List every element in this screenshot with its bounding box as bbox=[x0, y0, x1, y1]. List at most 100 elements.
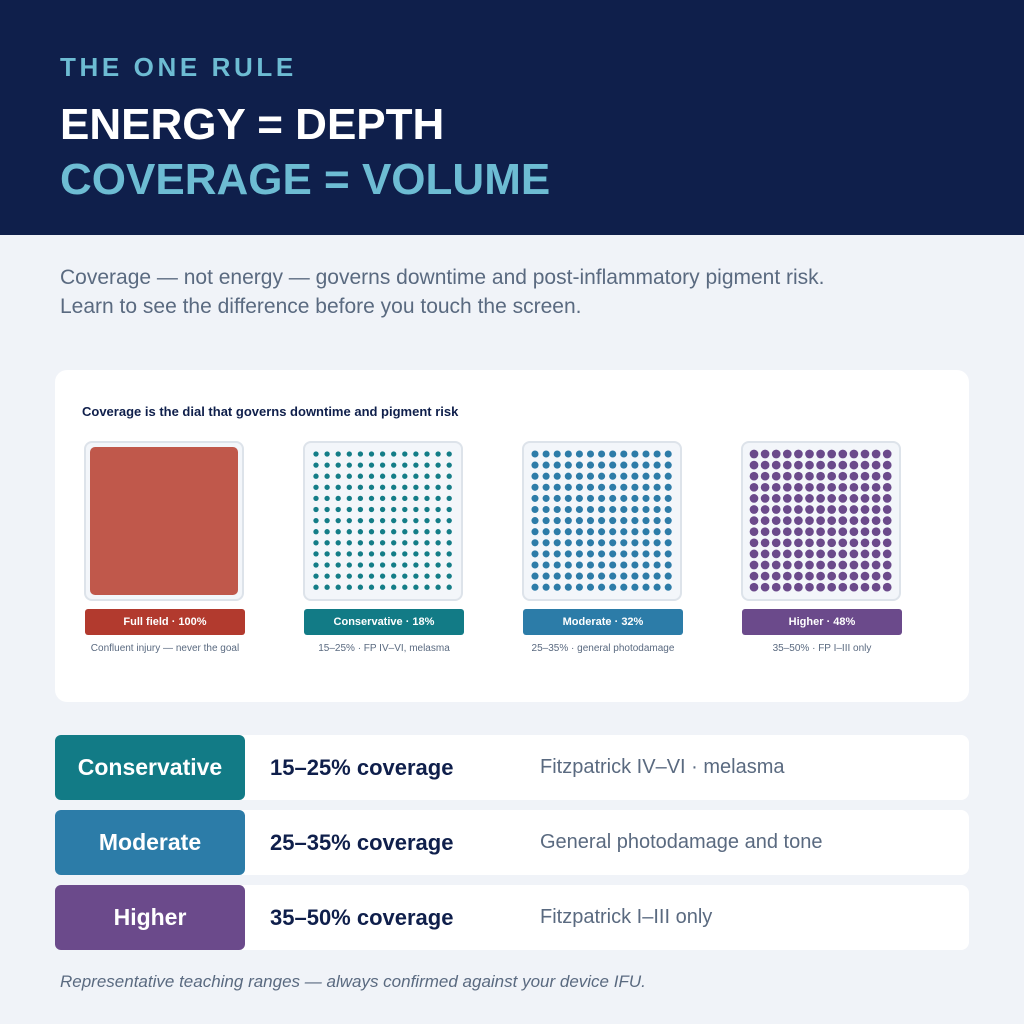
treatment-dot bbox=[402, 484, 408, 490]
treatment-dot bbox=[357, 473, 364, 479]
treatment-dot bbox=[860, 516, 870, 525]
treatment-dot bbox=[794, 538, 803, 548]
treatment-dot bbox=[346, 506, 352, 513]
treatment-dot bbox=[771, 471, 781, 481]
treatment-dot bbox=[816, 471, 825, 481]
treatment-dot bbox=[586, 505, 595, 514]
treatment-dot bbox=[849, 582, 859, 592]
treatment-dot bbox=[357, 462, 364, 468]
treatment-dot bbox=[838, 505, 848, 514]
treatment-dot bbox=[391, 517, 397, 524]
treatment-dot bbox=[760, 516, 770, 525]
treatment-dot bbox=[402, 451, 408, 457]
treatment-dot bbox=[446, 517, 452, 524]
treatment-dot bbox=[324, 462, 330, 468]
treatment-dot bbox=[771, 527, 781, 537]
treatment-dot bbox=[435, 462, 441, 468]
treatment-dot bbox=[531, 561, 539, 569]
treatment-dot bbox=[564, 539, 572, 547]
treatment-dot bbox=[838, 494, 848, 503]
treatment-dot bbox=[642, 539, 650, 547]
treatment-dot bbox=[564, 450, 572, 458]
treatment-dot bbox=[553, 450, 561, 458]
treatment-dot bbox=[598, 483, 606, 491]
treatment-dot bbox=[609, 539, 617, 547]
treatment-dot bbox=[324, 517, 330, 524]
treatment-dot bbox=[531, 528, 539, 536]
conservative-dot-pattern bbox=[313, 451, 452, 590]
treatment-dot bbox=[760, 449, 770, 459]
treatment-dot bbox=[782, 538, 792, 548]
treatment-dot bbox=[553, 572, 561, 580]
treatment-dot bbox=[771, 482, 781, 492]
treatment-dot bbox=[346, 584, 352, 590]
treatment-dot bbox=[760, 460, 770, 470]
treatment-dot bbox=[542, 450, 550, 458]
treatment-dot bbox=[749, 571, 759, 581]
treatment-dot bbox=[402, 584, 408, 590]
treatment-dot bbox=[882, 527, 892, 537]
treatment-dot bbox=[794, 516, 803, 525]
treatment-dot bbox=[586, 528, 595, 536]
treatment-dot bbox=[598, 583, 606, 591]
treatment-dot bbox=[827, 560, 837, 570]
treatment-dot bbox=[346, 573, 352, 579]
treatment-dot bbox=[368, 584, 375, 590]
treatment-dot bbox=[446, 451, 452, 457]
treatment-dot bbox=[379, 517, 386, 524]
treatment-dot bbox=[760, 505, 770, 514]
treatment-dot bbox=[402, 540, 408, 546]
treatment-dot bbox=[346, 562, 352, 568]
treatment-dot bbox=[771, 449, 781, 459]
treatment-dot bbox=[827, 494, 837, 503]
desc-conservative: Fitzpatrick IV–VI · melasma bbox=[540, 756, 785, 778]
treatment-dot bbox=[379, 495, 386, 502]
treatment-dot bbox=[609, 583, 617, 591]
treatment-dot bbox=[564, 494, 572, 502]
treatment-dot bbox=[816, 494, 825, 503]
treatment-dot bbox=[664, 505, 672, 514]
card-title: Coverage is the dial that governs downti… bbox=[82, 404, 459, 419]
treatment-dot bbox=[586, 483, 595, 491]
treatment-dot bbox=[782, 560, 792, 570]
tile-label-full-field: Full field · 100% bbox=[85, 609, 245, 635]
treatment-dot bbox=[586, 539, 595, 547]
treatment-dot bbox=[335, 551, 341, 557]
treatment-dot bbox=[379, 573, 386, 579]
treatment-dot bbox=[860, 449, 870, 459]
treatment-dot bbox=[871, 560, 881, 570]
treatment-dot bbox=[368, 451, 375, 457]
treatment-dot bbox=[531, 572, 539, 580]
header-banner: THE ONE RULE ENERGY = DEPTH COVERAGE = V… bbox=[0, 0, 1024, 235]
treatment-dot bbox=[760, 494, 770, 503]
treatment-dot bbox=[805, 505, 814, 514]
treatment-dot bbox=[805, 460, 814, 470]
tile-caption-higher: 35–50% · FP I–III only bbox=[772, 643, 872, 654]
treatment-dot bbox=[849, 471, 859, 481]
treatment-dot bbox=[531, 483, 539, 491]
treatment-dot bbox=[609, 550, 617, 558]
treatment-dot bbox=[598, 505, 606, 514]
treatment-dot bbox=[782, 494, 792, 503]
treatment-dot bbox=[335, 473, 341, 479]
treatment-dot bbox=[564, 572, 572, 580]
treatment-dot bbox=[391, 584, 397, 590]
treatment-dot bbox=[882, 482, 892, 492]
tile-label-moderate: Moderate · 32% bbox=[523, 609, 683, 635]
treatment-dot bbox=[631, 505, 639, 514]
treatment-dot bbox=[564, 583, 572, 591]
treatment-dot bbox=[564, 461, 572, 469]
treatment-dot bbox=[335, 562, 341, 568]
treatment-dot bbox=[882, 505, 892, 514]
treatment-dot bbox=[368, 473, 375, 479]
treatment-dot bbox=[553, 494, 561, 502]
treatment-dot bbox=[631, 483, 639, 491]
treatment-dot bbox=[357, 551, 364, 557]
treatment-dot bbox=[653, 517, 661, 525]
treatment-dot bbox=[642, 461, 650, 469]
treatment-dot bbox=[664, 561, 672, 569]
tile-caption-conservative: 15–25% · FP IV–VI, melasma bbox=[318, 643, 450, 654]
treatment-dot bbox=[871, 460, 881, 470]
treatment-dot bbox=[368, 484, 375, 490]
treatment-dot bbox=[435, 562, 441, 568]
